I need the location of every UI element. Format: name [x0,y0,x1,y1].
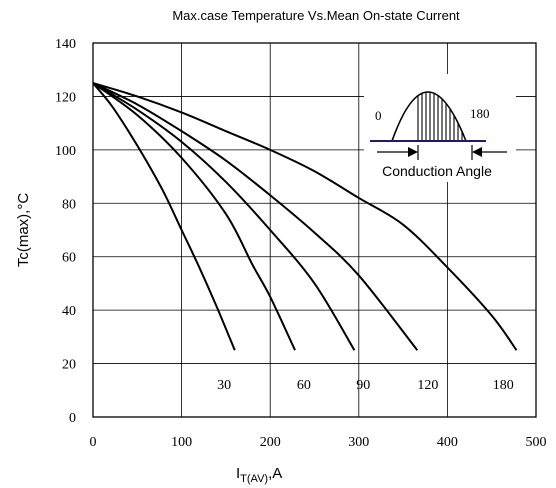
series-group [92,82,518,351]
x-tick-label: 200 [260,435,281,450]
y-tick-label: 120 [55,90,76,105]
x-axis-label-suffix: ,A [268,465,282,482]
x-tick-label: 500 [526,435,547,450]
x-tick-label: 400 [437,435,458,450]
series-label-180: 180 [493,378,514,393]
series-labels: 30 60 90 120 180 [217,378,514,393]
series-label-30: 30 [217,378,231,393]
x-axis-label-sub: T(AV) [240,473,268,485]
plot-frame [92,42,537,418]
inset-hatch-lines [417,92,463,141]
conduction-angle-inset: 0 180 Conduction Angle [364,74,516,182]
y-tick-label: 20 [62,358,76,373]
series-line-180 [92,82,518,351]
y-tick-label: 40 [62,304,76,319]
series-line-60 [92,82,296,351]
inset-arrow-right-head [472,147,482,157]
chart-title: Max.case Temperature Vs.Mean On-state Cu… [172,8,460,23]
inset-background [364,74,516,182]
series-line-120 [92,82,419,351]
series-label-120: 120 [417,378,438,393]
inset-caption: Conduction Angle [382,163,492,179]
series-line-30 [92,82,236,351]
y-tick-labels: 0 20 40 60 80 100 120 140 [55,37,76,426]
y-tick-label: 60 [62,251,76,266]
x-tick-label: 100 [171,435,192,450]
inset-label-end: 180 [470,106,490,121]
x-axis-label: IT(AV),A [236,465,282,485]
y-axis-label: Tc(max),°C [15,193,32,267]
x-tick-label: 300 [348,435,369,450]
y-tick-label: 140 [55,37,76,52]
x-tick-label: 0 [90,435,97,450]
y-tick-label: 80 [62,197,76,212]
series-label-90: 90 [356,378,370,393]
inset-label-start: 0 [375,108,382,123]
y-tick-label: 0 [69,411,76,426]
y-tick-label: 100 [55,144,76,159]
x-tick-labels: 0 100 200 300 400 500 [90,435,547,450]
series-label-60: 60 [297,378,311,393]
series-line-90 [92,82,356,351]
inset-half-sine [391,91,467,142]
x-axis-label-main: I [236,465,240,482]
inset-arrow-left-head [408,147,418,157]
